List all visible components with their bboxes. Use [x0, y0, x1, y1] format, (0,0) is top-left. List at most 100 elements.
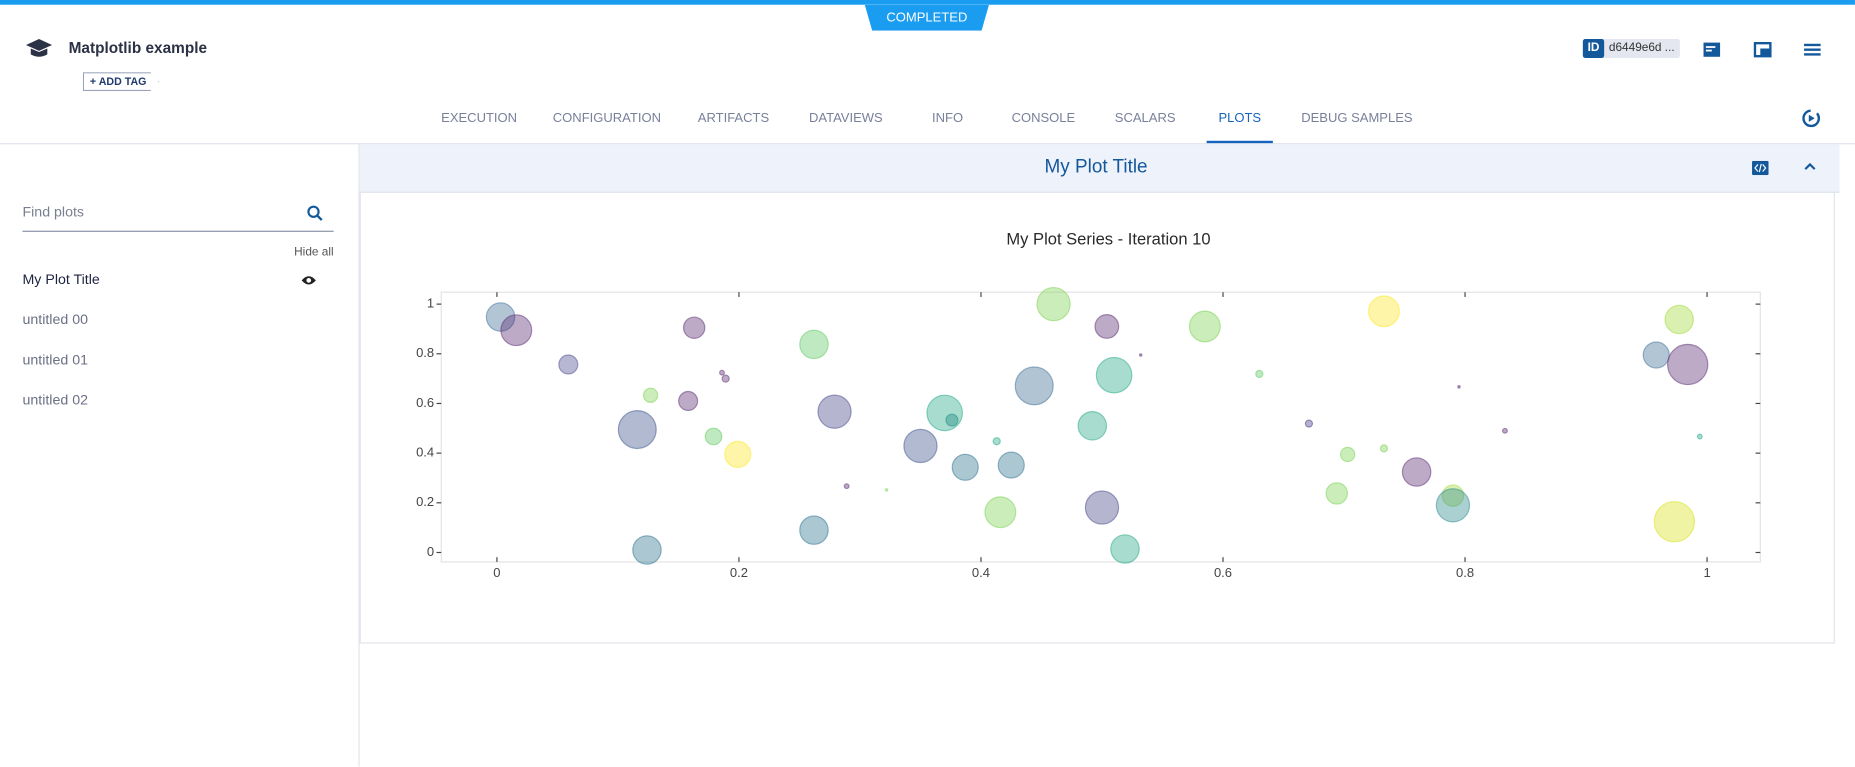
search-input[interactable]: Find plots — [22, 203, 334, 232]
hide-all-button[interactable]: Hide all — [294, 246, 334, 260]
bubble — [1304, 419, 1314, 428]
chart-title: My Plot Series - Iteration 10 — [1006, 230, 1210, 249]
tab[interactable]: INFO — [932, 111, 964, 126]
y-tick-label: 0.2 — [416, 494, 434, 509]
bubble — [799, 329, 829, 360]
bubble — [1077, 411, 1108, 441]
bubble — [1110, 534, 1140, 564]
details-icon[interactable] — [1702, 40, 1721, 59]
bubble — [951, 453, 979, 481]
bubble — [500, 314, 533, 347]
y-tick-label: 0.6 — [416, 395, 434, 410]
plus-icon: + — [89, 75, 99, 88]
collapse-icon[interactable] — [1803, 160, 1817, 174]
id-label: ID — [1582, 39, 1605, 58]
layout-icon[interactable] — [1753, 40, 1772, 59]
plot-list-item[interactable]: My Plot Title — [22, 270, 100, 288]
plot-frame — [440, 291, 1761, 563]
status-bar — [0, 0, 1855, 5]
bubble — [1339, 446, 1356, 463]
x-tick-label: 0.8 — [1456, 565, 1474, 580]
plot-card: My Plot Series - Iteration 10 0 0.2 0.4 0.6… — [359, 191, 1835, 644]
x-tick-label: 0 — [493, 565, 500, 580]
bubble — [903, 428, 938, 464]
visibility-icon[interactable] — [300, 274, 317, 286]
bubble — [1441, 484, 1465, 507]
tab[interactable]: DEBUG SAMPLES — [1301, 111, 1413, 126]
id-value: d6449e6d ... — [1608, 41, 1675, 55]
bubble — [558, 354, 579, 375]
embed-icon[interactable] — [1752, 160, 1769, 176]
bubble — [719, 369, 725, 376]
x-tick-label: 0.2 — [730, 565, 748, 580]
add-tag-label: ADD TAG — [98, 75, 147, 88]
bubble — [617, 410, 657, 450]
status-badge: COMPLETED — [864, 4, 989, 31]
plot-list-item[interactable]: untitled 02 — [22, 391, 89, 409]
bubble — [1036, 286, 1071, 322]
bubble — [799, 515, 829, 545]
bubble — [1642, 341, 1670, 369]
bubble — [945, 413, 959, 427]
bubble — [1653, 500, 1696, 543]
bubble — [682, 316, 706, 339]
bubble — [1138, 353, 1143, 357]
plot-list-item[interactable]: untitled 01 — [22, 351, 89, 368]
tab[interactable]: ARTIFACTS — [697, 111, 770, 126]
y-tick-label: 1 — [427, 296, 434, 311]
y-tick-label: 0 — [427, 544, 434, 559]
bubble — [724, 440, 752, 468]
bubble — [984, 496, 1017, 529]
search-icon[interactable] — [306, 205, 323, 222]
x-tick-label: 0.6 — [1214, 565, 1232, 580]
refresh-icon[interactable] — [1801, 108, 1822, 129]
bubble — [1188, 310, 1221, 343]
bubble — [1084, 490, 1120, 525]
y-tick-label: 0.8 — [416, 345, 434, 360]
bubble — [1401, 457, 1432, 487]
bubble — [817, 394, 852, 429]
plot-panel-header: My Plot Title — [359, 144, 1840, 193]
bubble — [1094, 314, 1120, 339]
bubble — [843, 483, 850, 490]
id-badge[interactable]: ID d6449e6d ... — [1582, 39, 1680, 58]
x-tick-label: 0.4 — [972, 565, 990, 580]
bubble — [678, 390, 699, 412]
bubble — [1255, 369, 1264, 379]
bubble — [884, 488, 889, 492]
bubble — [926, 394, 964, 432]
menu-icon[interactable] — [1803, 40, 1822, 59]
bubble — [721, 374, 730, 383]
task-icon — [26, 39, 53, 57]
bubble — [1379, 444, 1389, 453]
tab[interactable]: PLOTS — [1206, 104, 1273, 144]
bubble — [704, 427, 723, 446]
panel-title: My Plot Title — [1044, 157, 1148, 178]
tab[interactable]: CONSOLE — [1011, 111, 1076, 126]
bubble — [1664, 304, 1695, 335]
bubble — [992, 437, 1001, 446]
bubble — [1435, 488, 1471, 523]
bubble — [1696, 433, 1703, 440]
bubble — [632, 535, 662, 565]
bubble — [1666, 343, 1709, 386]
tab-bar: EXECUTION CONFIGURATION ARTIFACTS DATAVIEWS… — [0, 104, 1855, 145]
plot-list-item[interactable]: untitled 00 — [22, 311, 89, 328]
bubble — [1014, 366, 1054, 406]
bubble — [1502, 427, 1508, 434]
bubble — [642, 387, 659, 403]
x-tick-label: 1 — [1703, 565, 1710, 580]
bubble — [1095, 356, 1133, 394]
bubble — [997, 451, 1025, 479]
tab[interactable]: DATAVIEWS — [808, 111, 883, 126]
chart: My Plot Series - Iteration 10 0 0.2 0.4 0.6… — [416, 230, 1761, 580]
bubble — [1457, 385, 1461, 389]
tab[interactable]: SCALARS — [1114, 111, 1176, 126]
bubble — [1367, 295, 1400, 328]
add-tag-button[interactable]: + ADD TAG — [82, 72, 160, 92]
tab[interactable]: CONFIGURATION — [552, 111, 661, 126]
tab[interactable]: EXECUTION — [441, 111, 518, 126]
y-tick-label: 0.4 — [416, 445, 434, 460]
sidebar: Find plots Hide all My Plot Title untitle… — [0, 144, 360, 767]
